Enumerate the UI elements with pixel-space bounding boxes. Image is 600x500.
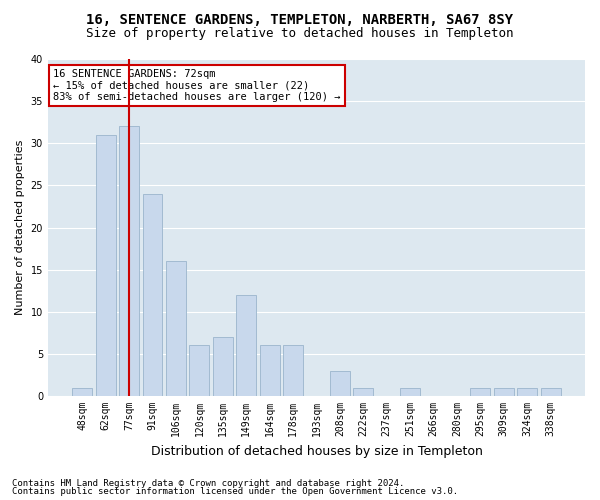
Bar — [470, 388, 490, 396]
Bar — [260, 346, 280, 396]
Bar — [96, 135, 116, 396]
Bar — [353, 388, 373, 396]
X-axis label: Distribution of detached houses by size in Templeton: Distribution of detached houses by size … — [151, 444, 482, 458]
Bar — [73, 388, 92, 396]
Y-axis label: Number of detached properties: Number of detached properties — [15, 140, 25, 315]
Bar — [213, 337, 233, 396]
Bar — [494, 388, 514, 396]
Bar — [330, 371, 350, 396]
Text: 16 SENTENCE GARDENS: 72sqm
← 15% of detached houses are smaller (22)
83% of semi: 16 SENTENCE GARDENS: 72sqm ← 15% of deta… — [53, 69, 341, 102]
Bar — [283, 346, 303, 396]
Text: Contains public sector information licensed under the Open Government Licence v3: Contains public sector information licen… — [12, 487, 458, 496]
Bar — [400, 388, 420, 396]
Bar — [190, 346, 209, 396]
Bar — [143, 194, 163, 396]
Text: 16, SENTENCE GARDENS, TEMPLETON, NARBERTH, SA67 8SY: 16, SENTENCE GARDENS, TEMPLETON, NARBERT… — [86, 12, 514, 26]
Bar — [517, 388, 537, 396]
Text: Size of property relative to detached houses in Templeton: Size of property relative to detached ho… — [86, 28, 514, 40]
Bar — [236, 295, 256, 396]
Bar — [541, 388, 560, 396]
Bar — [166, 261, 186, 396]
Text: Contains HM Land Registry data © Crown copyright and database right 2024.: Contains HM Land Registry data © Crown c… — [12, 478, 404, 488]
Bar — [119, 126, 139, 396]
